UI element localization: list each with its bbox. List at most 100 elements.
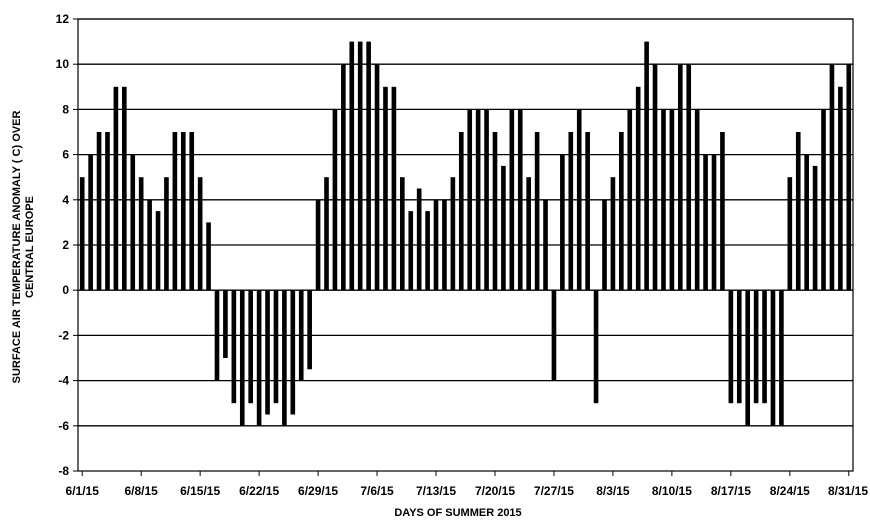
bar bbox=[509, 109, 515, 291]
y-tick-label: -8 bbox=[58, 464, 69, 478]
bar-series bbox=[79, 41, 852, 426]
x-tick-label: 6/15/15 bbox=[180, 484, 220, 498]
bar bbox=[635, 86, 641, 291]
bar bbox=[770, 290, 776, 426]
bar bbox=[728, 290, 734, 404]
bar bbox=[619, 132, 624, 291]
bar bbox=[475, 109, 481, 291]
bar bbox=[88, 154, 93, 291]
x-tick-labels: 6/1/15 6/8/15 6/15/15 6/22/15 6/29/15 7/6/15 7… bbox=[66, 484, 869, 498]
bar bbox=[122, 86, 127, 291]
x-tick-label: 8/17/15 bbox=[711, 484, 751, 498]
bar bbox=[214, 290, 220, 381]
bar bbox=[290, 290, 296, 415]
bar bbox=[602, 199, 607, 291]
bar bbox=[501, 165, 506, 291]
x-tick-label: 6/22/15 bbox=[239, 484, 279, 498]
bar bbox=[408, 211, 414, 291]
y-tick-label: 6 bbox=[62, 148, 69, 162]
bar bbox=[795, 132, 801, 291]
bar bbox=[610, 177, 616, 291]
bar bbox=[332, 109, 338, 291]
y-tick-label: -6 bbox=[58, 419, 69, 433]
bar bbox=[458, 132, 464, 291]
bar bbox=[627, 109, 633, 291]
bar bbox=[492, 132, 498, 291]
bar bbox=[720, 132, 725, 291]
bar bbox=[155, 211, 161, 291]
bar bbox=[669, 109, 675, 291]
x-tick-label: 7/27/15 bbox=[534, 484, 574, 498]
bar bbox=[543, 199, 548, 291]
bar bbox=[762, 290, 767, 404]
bar bbox=[534, 132, 540, 291]
bar bbox=[391, 86, 397, 291]
y-tick-label: 12 bbox=[56, 12, 70, 26]
x-tick-label: 8/3/15 bbox=[596, 484, 630, 498]
y-tick-label: -2 bbox=[58, 328, 69, 342]
bar bbox=[374, 64, 380, 291]
x-tick-label: 8/31/15 bbox=[828, 484, 868, 498]
x-tick-label: 8/24/15 bbox=[770, 484, 810, 498]
bar bbox=[147, 199, 152, 291]
bar bbox=[568, 132, 574, 291]
bar bbox=[307, 290, 312, 370]
y-tick-label: 4 bbox=[62, 193, 69, 207]
y-axis-title-line-2: CENTRAL EUROPE bbox=[24, 196, 36, 298]
bar bbox=[383, 86, 388, 291]
bar bbox=[652, 64, 658, 291]
bar bbox=[644, 41, 649, 291]
bar bbox=[341, 64, 346, 291]
x-tick-label: 8/10/15 bbox=[652, 484, 692, 498]
bar bbox=[779, 290, 784, 426]
bar bbox=[273, 290, 279, 404]
x-tick-label: 6/8/15 bbox=[124, 484, 158, 498]
x-tick-label: 7/13/15 bbox=[416, 484, 456, 498]
bar bbox=[315, 199, 321, 291]
bar bbox=[838, 86, 843, 291]
bar bbox=[164, 177, 169, 291]
bar bbox=[585, 132, 590, 291]
bar bbox=[113, 86, 119, 291]
bar bbox=[484, 109, 489, 291]
bar bbox=[450, 177, 456, 291]
bar bbox=[677, 64, 683, 291]
bar bbox=[366, 41, 371, 291]
bar bbox=[256, 290, 262, 426]
bar bbox=[560, 154, 565, 291]
bar bbox=[206, 222, 211, 291]
bar bbox=[711, 154, 717, 291]
bar bbox=[231, 290, 237, 404]
bar bbox=[248, 290, 253, 404]
x-tick-label: 6/29/15 bbox=[298, 484, 338, 498]
bar bbox=[197, 177, 203, 291]
bar bbox=[239, 290, 245, 426]
bar bbox=[79, 177, 85, 291]
bar bbox=[753, 290, 759, 404]
bar bbox=[425, 211, 430, 291]
bar bbox=[400, 177, 405, 291]
y-tick-label: 10 bbox=[56, 57, 70, 71]
bar bbox=[517, 109, 523, 291]
bar bbox=[593, 290, 599, 404]
bar bbox=[223, 290, 228, 358]
y-tick-label: 2 bbox=[62, 238, 69, 252]
bar bbox=[416, 188, 422, 291]
bar bbox=[180, 132, 186, 291]
bar bbox=[804, 154, 809, 291]
bar bbox=[357, 41, 363, 291]
bar bbox=[105, 132, 110, 291]
plot-frame bbox=[77, 18, 854, 472]
x-tick-label: 7/6/15 bbox=[360, 484, 394, 498]
bar bbox=[265, 290, 270, 415]
x-axis-title: DAYS OF SUMMER 2015 bbox=[394, 507, 521, 519]
bar bbox=[661, 109, 666, 291]
bar bbox=[846, 64, 852, 291]
bar bbox=[829, 64, 835, 291]
x-tick-label: 6/1/15 bbox=[66, 484, 100, 498]
bar bbox=[189, 132, 195, 291]
bar bbox=[576, 109, 582, 291]
bar bbox=[96, 132, 102, 291]
